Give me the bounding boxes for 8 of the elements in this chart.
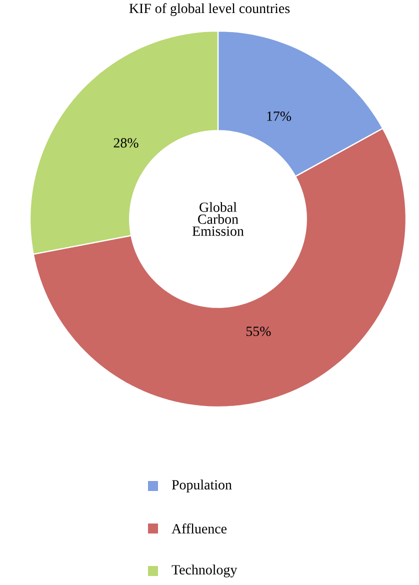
legend-label: Technology <box>172 564 238 578</box>
data-label: 28% <box>114 138 138 148</box>
chart-title: KIF of global level countries <box>129 3 290 16</box>
legend-label: Affluence <box>172 524 227 534</box>
text: Global Carbon Emission <box>192 202 244 236</box>
legend-label: Population <box>172 480 232 492</box>
data-label: 55% <box>246 326 271 336</box>
data-label: 17% <box>267 111 292 121</box>
